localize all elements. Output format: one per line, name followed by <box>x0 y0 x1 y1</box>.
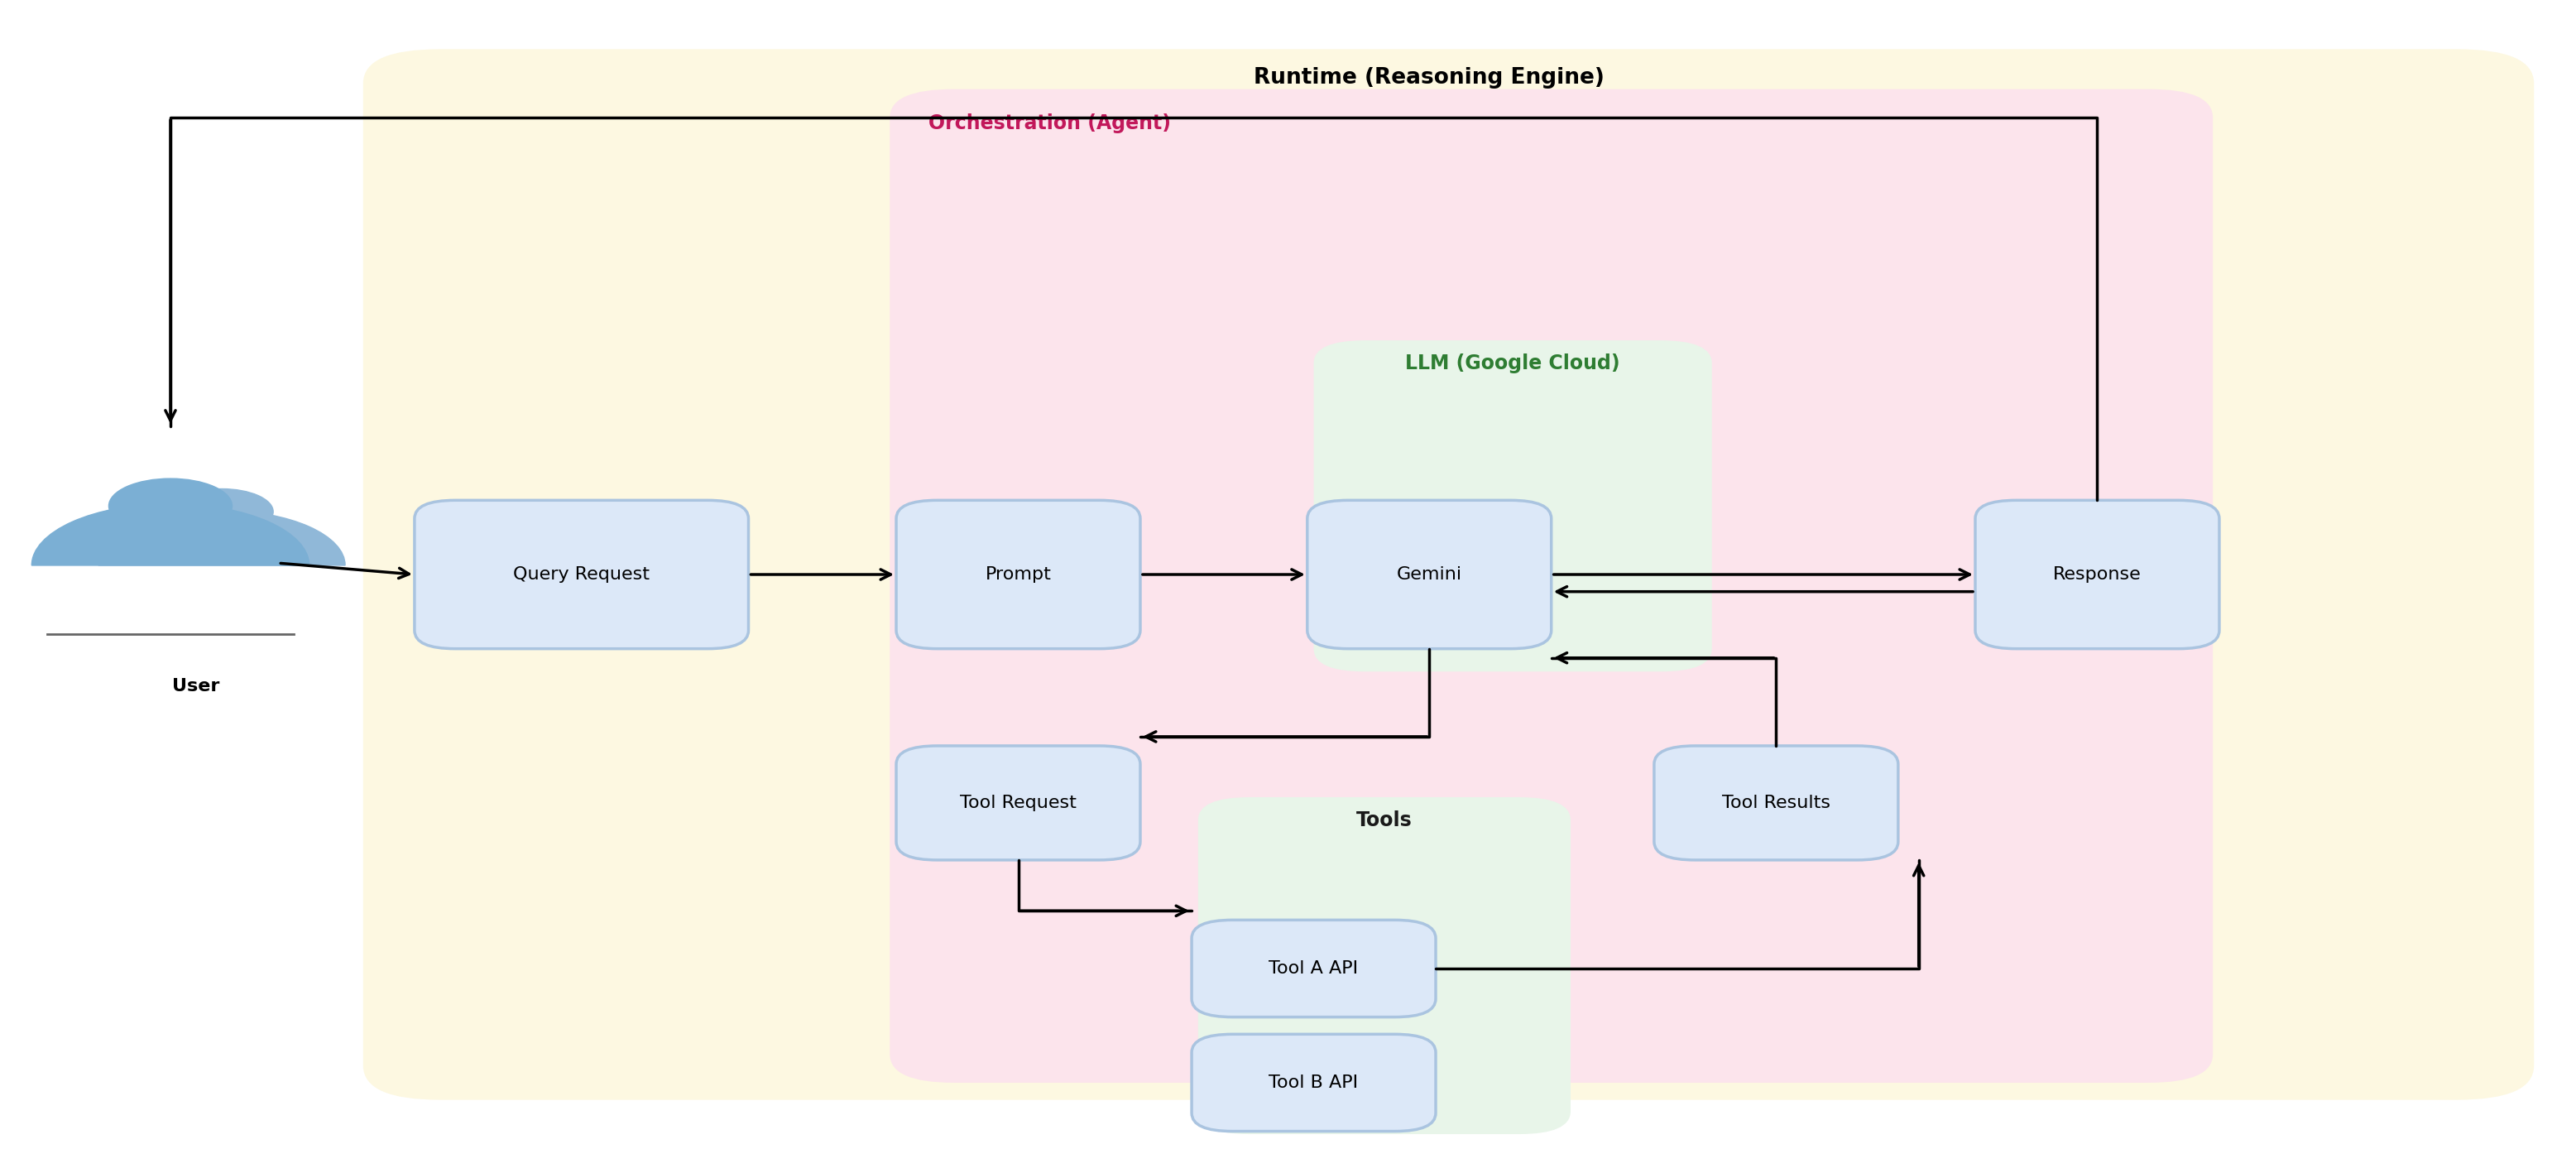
Text: Query Request: Query Request <box>513 566 649 583</box>
Text: Tool Request: Tool Request <box>961 795 1077 811</box>
Circle shape <box>108 479 232 533</box>
Wedge shape <box>31 503 309 565</box>
FancyBboxPatch shape <box>1654 746 1899 859</box>
FancyBboxPatch shape <box>1306 500 1551 649</box>
Text: Tools: Tools <box>1358 810 1412 830</box>
FancyBboxPatch shape <box>415 500 750 649</box>
Text: Prompt: Prompt <box>984 566 1051 583</box>
FancyBboxPatch shape <box>1976 500 2221 649</box>
Text: Tool A API: Tool A API <box>1270 961 1358 977</box>
FancyBboxPatch shape <box>896 500 1141 649</box>
FancyBboxPatch shape <box>889 90 2213 1082</box>
FancyBboxPatch shape <box>896 746 1141 859</box>
FancyBboxPatch shape <box>1193 1034 1435 1132</box>
Text: Gemini: Gemini <box>1396 566 1463 583</box>
Text: LLM (Google Cloud): LLM (Google Cloud) <box>1406 353 1620 373</box>
FancyBboxPatch shape <box>1198 797 1571 1134</box>
Text: User: User <box>173 678 219 695</box>
Text: Tool Results: Tool Results <box>1721 795 1832 811</box>
FancyBboxPatch shape <box>1314 340 1713 671</box>
Wedge shape <box>98 510 345 565</box>
FancyBboxPatch shape <box>1193 920 1435 1017</box>
Text: Runtime (Reasoning Engine): Runtime (Reasoning Engine) <box>1255 67 1605 88</box>
FancyBboxPatch shape <box>363 49 2535 1100</box>
Text: Tool B API: Tool B API <box>1270 1074 1358 1092</box>
Text: Orchestration (Agent): Orchestration (Agent) <box>927 114 1170 133</box>
Circle shape <box>170 488 273 534</box>
Text: Response: Response <box>2053 566 2141 583</box>
